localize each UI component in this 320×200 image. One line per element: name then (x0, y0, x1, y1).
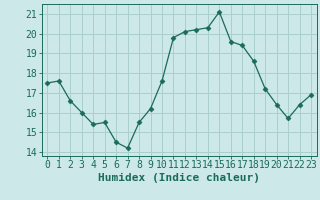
X-axis label: Humidex (Indice chaleur): Humidex (Indice chaleur) (98, 173, 260, 183)
